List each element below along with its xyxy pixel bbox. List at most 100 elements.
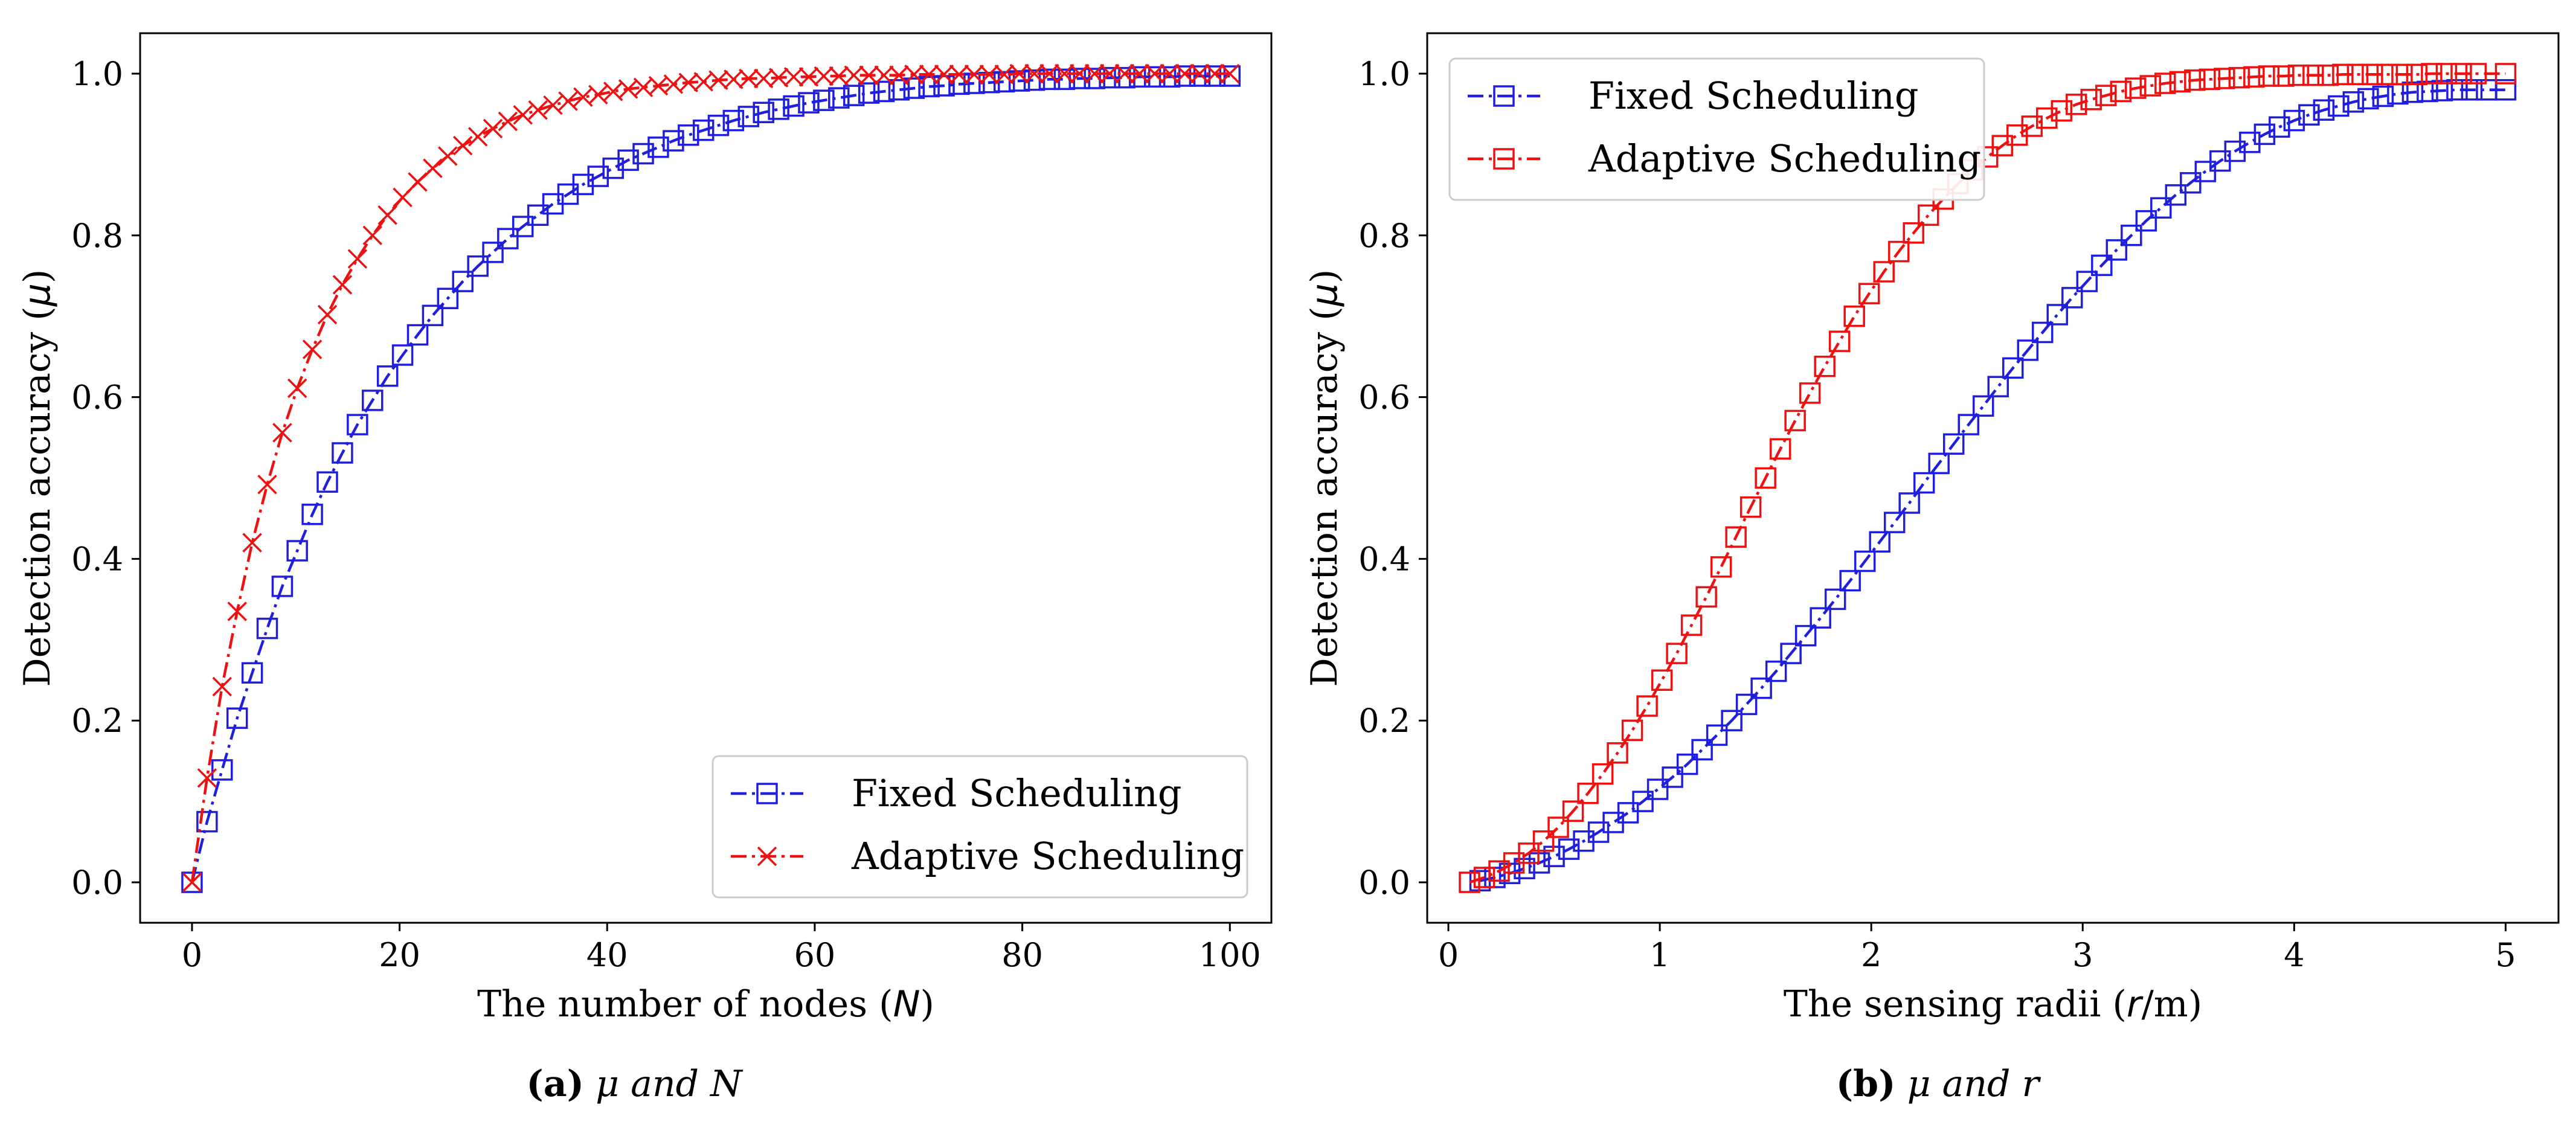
y-axis-label-part-0: Detection accuracy (	[16, 306, 59, 687]
data-point	[242, 533, 262, 553]
data-point	[1680, 614, 1703, 636]
x-tick-label: 0	[182, 936, 202, 974]
data-point	[2121, 225, 2142, 246]
data-point	[1175, 63, 1195, 84]
data-point	[692, 119, 715, 141]
caption-text: μ and r	[1896, 1063, 2041, 1105]
data-point	[843, 85, 865, 106]
data-point	[1160, 63, 1180, 84]
data-point	[1592, 763, 1614, 785]
data-point	[2125, 77, 2147, 99]
data-point	[783, 67, 804, 87]
data-point	[287, 378, 307, 399]
data-point	[979, 65, 1000, 85]
data-point	[724, 69, 744, 89]
data-point	[1799, 382, 1821, 404]
data-point	[361, 390, 384, 411]
panel-caption: (a) μ and N	[526, 1063, 744, 1105]
data-point	[2080, 89, 2102, 111]
x-axis-label-part-1: N	[893, 983, 920, 1025]
data-point	[2046, 304, 2069, 326]
data-point	[1987, 376, 2009, 397]
data-point	[2450, 63, 2472, 85]
data-point	[1099, 63, 1120, 84]
y-axis-label-part-1: μ	[16, 283, 59, 307]
data-point	[1532, 830, 1555, 852]
data-point	[1220, 63, 1240, 84]
x-tick-label: 4	[2284, 936, 2304, 974]
data-point	[482, 242, 504, 263]
x-axis-label-part-2: /m)	[2142, 983, 2203, 1025]
data-point	[587, 165, 609, 187]
x-tick-label: 1	[1649, 936, 1670, 974]
data-point	[2169, 71, 2191, 93]
data-point	[1547, 816, 1569, 838]
data-point	[1710, 556, 1732, 578]
data-point	[678, 72, 699, 92]
y-tick-label: 0.4	[71, 540, 123, 578]
data-point	[332, 442, 353, 464]
data-point	[1769, 438, 1791, 460]
data-point	[1129, 63, 1150, 84]
data-point	[286, 540, 308, 562]
data-point	[1676, 753, 1698, 775]
data-point	[737, 106, 760, 127]
data-point	[1794, 624, 1817, 647]
caption-letter: (a)	[526, 1063, 584, 1105]
data-point	[889, 65, 909, 85]
data-point	[739, 68, 759, 89]
data-point	[2051, 100, 2073, 122]
data-point	[1577, 782, 1599, 804]
data-point	[332, 275, 353, 295]
data-point	[1843, 305, 1865, 327]
data-point	[1873, 261, 1895, 283]
y-tick-label: 0.0	[71, 864, 123, 902]
data-point	[1824, 588, 1846, 611]
y-tick-label: 0.6	[1358, 379, 1410, 417]
data-point	[241, 662, 263, 684]
data-point	[828, 87, 850, 109]
data-point	[1621, 719, 1643, 742]
data-point	[993, 71, 1015, 93]
legend-marker	[757, 846, 777, 867]
x-axis-label: The sensing radii (r/m)	[1784, 983, 2202, 1025]
y-tick-label: 0.6	[71, 379, 123, 417]
data-point	[707, 114, 730, 136]
data-point	[1039, 63, 1059, 84]
data-point	[1219, 65, 1241, 87]
data-point	[978, 71, 1000, 94]
y-tick-label: 1.0	[71, 55, 123, 93]
data-point	[2165, 184, 2187, 206]
data-point	[347, 414, 368, 435]
data-point	[617, 149, 639, 171]
data-point	[1917, 204, 1939, 226]
data-point	[753, 101, 774, 123]
data-point	[181, 871, 203, 893]
y-tick-label: 0.4	[1358, 540, 1410, 578]
data-point	[1887, 240, 1910, 263]
data-point	[814, 66, 834, 86]
data-point	[2357, 88, 2379, 110]
data-point	[1972, 395, 1994, 417]
data-point	[1205, 63, 1225, 84]
data-point	[949, 65, 969, 85]
data-point	[1204, 65, 1226, 87]
legend-entry-label: Adaptive Scheduling	[1588, 136, 1981, 181]
data-point	[2199, 68, 2221, 91]
data-point	[768, 68, 789, 88]
data-point	[934, 65, 954, 85]
y-axis-label-part-0: Detection accuracy (	[1303, 306, 1346, 687]
x-tick-label: 3	[2072, 936, 2093, 974]
legend-marker	[1493, 148, 1515, 170]
data-point	[1636, 695, 1658, 717]
data-point	[2298, 104, 2320, 126]
data-point	[483, 118, 503, 139]
data-point	[422, 304, 444, 327]
data-point	[2465, 63, 2487, 85]
data-point	[768, 98, 789, 120]
data-point	[182, 872, 202, 893]
data-point	[1691, 739, 1713, 761]
data-point	[2302, 64, 2324, 86]
data-point	[2269, 116, 2290, 138]
data-point	[2494, 63, 2517, 85]
